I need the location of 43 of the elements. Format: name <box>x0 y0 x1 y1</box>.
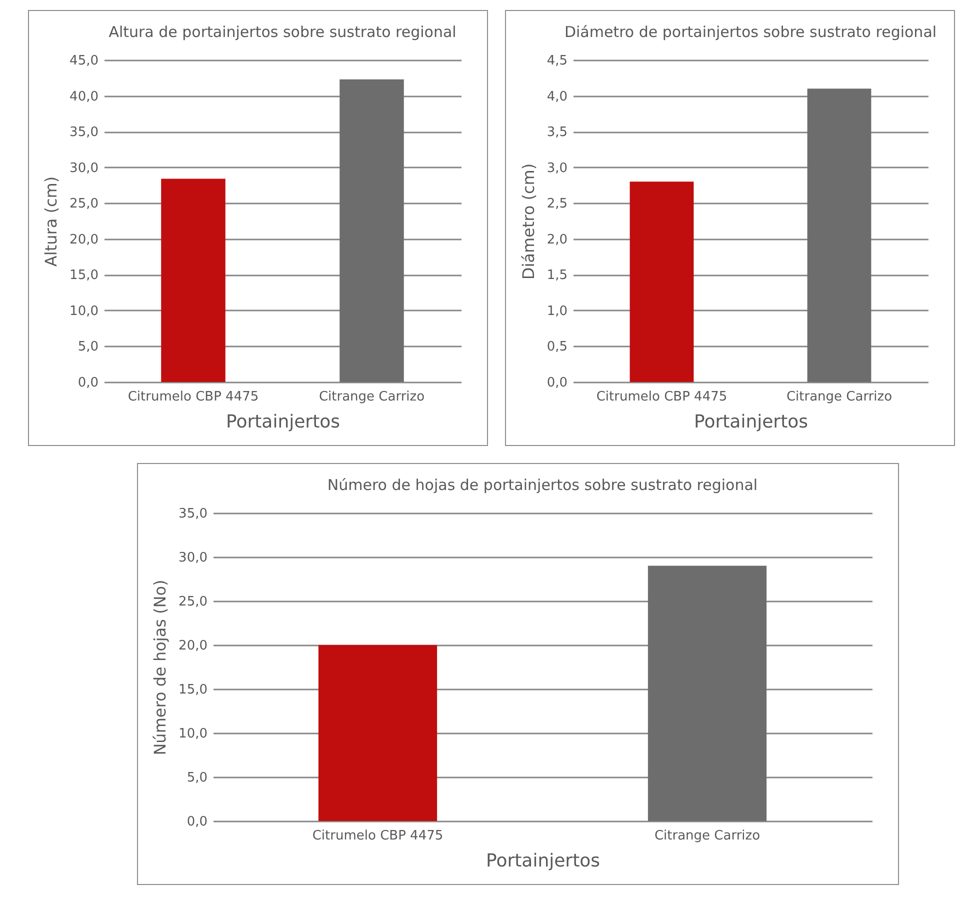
y-tick-label: 0,0 <box>186 814 208 830</box>
y-tick-label: 0,5 <box>546 340 568 355</box>
y-tick-label: 35,0 <box>178 506 208 522</box>
y-tick-label: 25,0 <box>178 594 208 610</box>
y-tick-label: 10,0 <box>70 304 98 319</box>
y-tick-label: 2,0 <box>546 232 568 248</box>
x-tick-label: Citrumelo CBP 4475 <box>128 390 259 404</box>
y-tick-label: 3,0 <box>546 160 568 176</box>
x-axis-title: Portainjertos <box>486 850 600 872</box>
x-tick-label: Citrumelo CBP 4475 <box>312 828 444 844</box>
x-tick-label: Citrumelo CBP 4475 <box>596 390 728 404</box>
x-axis-title: Portainjertos <box>694 412 808 432</box>
y-tick-label: 1,0 <box>546 304 568 319</box>
x-tick-label: Citrange Carrizo <box>786 390 892 404</box>
y-tick-label: 15,0 <box>178 682 208 698</box>
y-tick-label: 15,0 <box>70 268 98 284</box>
y-tick-label: 0,0 <box>546 376 568 390</box>
x-tick-label: Citrange Carrizo <box>318 390 425 404</box>
chart-title: Número de hojas de portainjertos sobre sustrato regional <box>327 476 758 494</box>
x-axis-title: Portainjertos <box>226 412 340 432</box>
y-axis-title: Altura (cm) <box>42 176 61 267</box>
y-tick-label: 30,0 <box>178 550 208 566</box>
chart-title: Altura de portainjertos sobre sustrato regional <box>108 23 456 41</box>
chart-title: Diámetro de portainjertos sobre sustrato regional <box>564 23 937 41</box>
y-tick-label: 45,0 <box>70 54 98 68</box>
y-tick-label: 40,0 <box>70 89 98 104</box>
x-tick-label: Citrange Carrizo <box>654 828 760 844</box>
y-tick-label: 30,0 <box>70 160 98 176</box>
y-tick-label: 1,5 <box>546 268 568 284</box>
y-tick-label: 4,5 <box>546 54 568 68</box>
y-tick-label: 20,0 <box>178 638 208 654</box>
y-tick-label: 35,0 <box>70 125 98 140</box>
y-tick-label: 0,0 <box>78 376 98 390</box>
y-axis-title: Diámetro (cm) <box>518 163 538 280</box>
y-tick-label: 4,0 <box>546 89 568 104</box>
y-tick-label: 5,0 <box>186 770 208 786</box>
y-axis-title: Número de hojas (No) <box>150 580 170 756</box>
y-tick-label: 10,0 <box>178 726 208 742</box>
y-tick-label: 5,0 <box>78 340 98 355</box>
y-tick-label: 3,5 <box>546 125 568 140</box>
y-tick-label: 2,5 <box>546 196 568 212</box>
y-tick-label: 20,0 <box>70 232 98 248</box>
y-tick-label: 25,0 <box>70 196 98 212</box>
